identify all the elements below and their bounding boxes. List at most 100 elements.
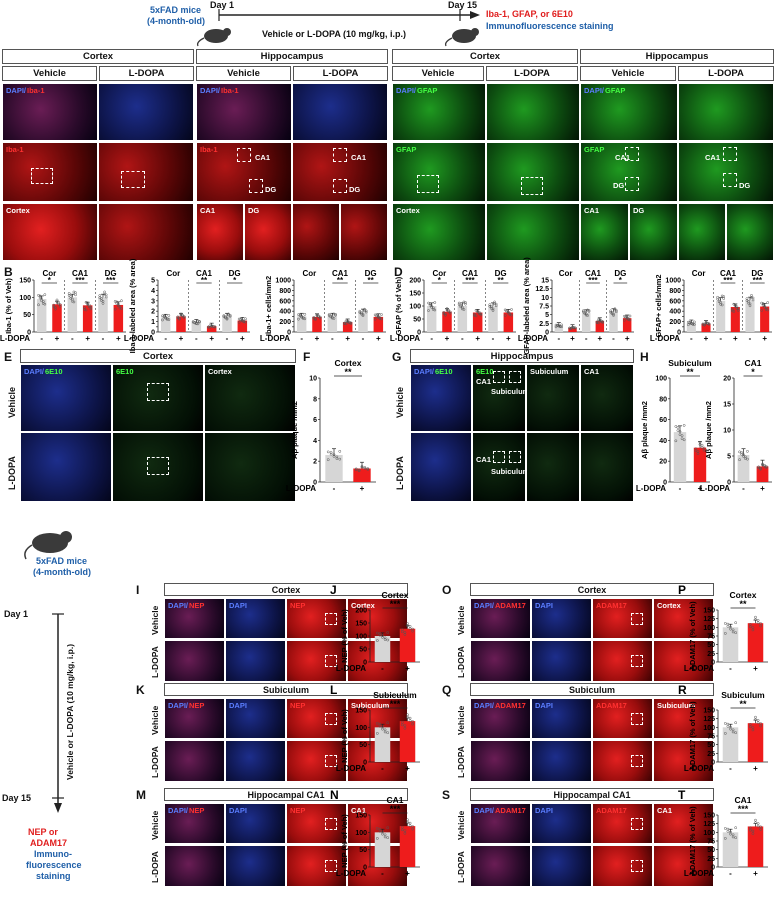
data-point <box>730 308 734 311</box>
data-point <box>674 425 678 428</box>
data-point <box>746 449 749 453</box>
data-point <box>731 730 735 734</box>
x-tick-label: - <box>742 484 745 493</box>
data-point <box>490 305 493 309</box>
data-point <box>70 299 74 303</box>
micrograph-merge: DAPI/NEP <box>164 803 225 844</box>
data-point <box>83 308 86 311</box>
bar <box>737 454 750 482</box>
data-point <box>488 304 492 308</box>
zoom-box <box>631 613 643 625</box>
data-point <box>598 319 602 322</box>
data-point <box>473 314 476 317</box>
data-point <box>682 424 686 427</box>
data-point <box>358 311 362 314</box>
data-point <box>491 307 495 311</box>
data-point <box>688 321 692 325</box>
data-point <box>761 463 764 467</box>
y-axis-label: Aβ plaque /mm2 <box>640 401 649 459</box>
data-point <box>583 312 587 315</box>
data-point <box>689 321 693 325</box>
data-point <box>116 304 120 308</box>
header-cortex: Cortex <box>20 349 296 363</box>
bar <box>730 307 740 332</box>
data-point <box>84 300 88 304</box>
data-point <box>751 296 755 300</box>
data-point <box>326 458 330 462</box>
data-point <box>408 821 412 825</box>
data-point <box>162 314 166 318</box>
data-point <box>729 830 732 834</box>
panel-label-e: E <box>4 350 13 364</box>
label-dapi: DAPI/ <box>474 806 495 815</box>
data-point <box>360 465 364 468</box>
micrograph-dapi <box>531 740 592 782</box>
y-tick-label: 200 <box>279 319 291 326</box>
data-point <box>364 310 368 314</box>
x-tick-label: + <box>760 484 765 493</box>
bar <box>673 432 687 482</box>
data-point <box>89 305 93 309</box>
data-point <box>74 293 77 297</box>
data-point <box>689 322 693 325</box>
data-point <box>360 312 363 316</box>
data-point <box>380 313 383 316</box>
data-point <box>113 307 117 311</box>
data-point <box>176 316 180 320</box>
micrograph-dapi <box>225 640 286 682</box>
data-point <box>52 303 56 307</box>
data-point <box>366 467 370 470</box>
data-point <box>408 716 412 720</box>
data-point <box>334 312 337 316</box>
data-point <box>380 317 383 321</box>
data-point <box>55 300 59 304</box>
data-point <box>55 298 59 302</box>
label-marker: ADAM17 <box>495 701 526 710</box>
data-point <box>165 317 169 320</box>
data-point <box>624 316 628 319</box>
header-vehicle: Vehicle <box>392 66 484 81</box>
micrograph-cortex-vehicle-merge: DAPI/Iba-1 <box>2 83 98 141</box>
data-point <box>315 314 319 317</box>
data-point <box>477 310 481 314</box>
group-label: CA1 <box>196 269 213 278</box>
data-point <box>734 826 738 830</box>
data-point <box>572 326 576 330</box>
data-point <box>614 309 618 312</box>
data-point <box>732 310 736 313</box>
bar <box>716 300 726 332</box>
data-point <box>38 296 42 300</box>
micrograph-zoom: Cortex <box>347 598 408 639</box>
data-point <box>242 320 246 324</box>
micrograph-hippo-vehicle-dg-zoom: DG <box>244 203 292 261</box>
data-point <box>729 832 732 836</box>
data-point <box>704 321 708 324</box>
data-point <box>759 724 763 728</box>
data-point <box>734 621 738 625</box>
data-point <box>222 314 226 317</box>
data-point <box>222 315 226 318</box>
data-point <box>100 297 103 300</box>
x-tick-label: - <box>331 334 334 343</box>
data-point <box>41 302 45 305</box>
data-point <box>597 318 600 322</box>
data-point <box>748 725 752 729</box>
data-point <box>734 731 738 735</box>
data-point <box>363 466 367 470</box>
y-tick-label: 5 <box>545 312 549 319</box>
label-marker: NEP <box>189 701 205 710</box>
micrograph-merge <box>164 740 225 782</box>
data-point <box>208 325 212 329</box>
data-point <box>104 295 108 299</box>
data-point <box>503 308 507 312</box>
bar <box>701 323 711 332</box>
x-tick-label: - <box>585 334 588 343</box>
sig-marker: ** <box>201 276 208 285</box>
mouse-icon <box>444 28 479 47</box>
data-point <box>702 448 706 452</box>
data-point <box>179 312 183 316</box>
data-point <box>568 326 572 330</box>
panel-header: Subiculum <box>470 683 714 696</box>
data-point <box>556 323 559 327</box>
data-point <box>748 828 752 832</box>
